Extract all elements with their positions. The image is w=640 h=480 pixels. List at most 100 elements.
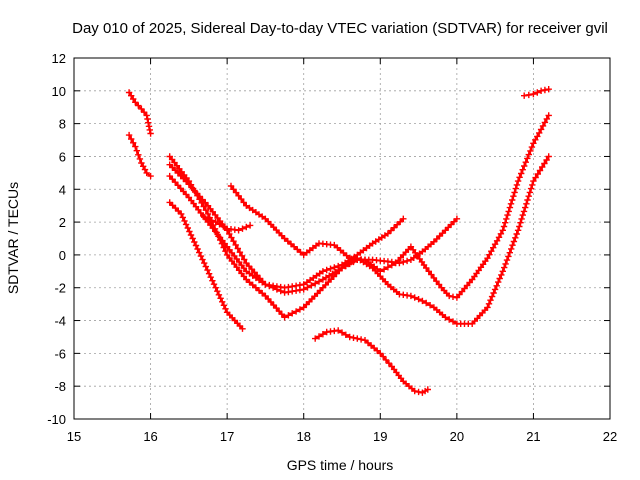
data-point-marker xyxy=(273,286,281,293)
data-point-marker xyxy=(453,215,461,222)
data-point-marker xyxy=(495,234,503,241)
data-point-marker xyxy=(415,296,422,303)
data-point-marker xyxy=(357,336,365,343)
data-point-marker xyxy=(517,219,524,226)
data-point-marker xyxy=(512,185,519,192)
data-point-marker xyxy=(525,151,532,158)
data-point-marker xyxy=(509,242,516,249)
y-tick-label: -10 xyxy=(47,412,66,427)
data-point-marker xyxy=(319,331,327,338)
data-point-marker xyxy=(236,249,244,256)
data-point-marker xyxy=(541,160,548,167)
series-track-f xyxy=(166,199,246,332)
data-point-marker xyxy=(238,252,246,259)
data-point-marker xyxy=(166,199,173,206)
data-point-marker xyxy=(222,248,229,255)
data-point-marker xyxy=(175,207,182,215)
y-tick-label: 8 xyxy=(59,117,66,132)
data-point-marker xyxy=(525,193,532,200)
x-tick-label: 19 xyxy=(373,429,387,444)
data-point-marker xyxy=(497,230,505,237)
data-point-marker xyxy=(377,350,384,357)
data-point-marker xyxy=(240,199,247,206)
data-point-marker xyxy=(502,260,509,268)
data-point-marker xyxy=(506,249,513,256)
data-point-marker xyxy=(382,356,390,364)
data-point-marker xyxy=(524,196,531,204)
data-point-marker xyxy=(184,224,191,232)
data-point-marker xyxy=(435,281,443,288)
data-point-marker xyxy=(204,266,211,274)
data-point-marker xyxy=(335,327,342,334)
data-point-marker xyxy=(530,90,537,98)
data-point-marker xyxy=(545,112,552,119)
data-point-marker xyxy=(312,280,319,287)
y-tick-label: 2 xyxy=(59,215,66,230)
y-tick-labels: -10 -8 -6 -4 -2 0 2 4 6 8 10 12 xyxy=(47,51,66,427)
data-point-marker xyxy=(508,245,515,253)
data-point-marker xyxy=(214,288,221,295)
data-point-marker xyxy=(521,162,528,170)
data-point-marker xyxy=(212,284,219,291)
data-point-marker xyxy=(536,129,543,137)
data-point-marker xyxy=(393,221,401,228)
data-point-marker xyxy=(498,271,505,279)
data-point-marker xyxy=(377,268,384,275)
data-point-marker xyxy=(545,86,552,93)
data-point-marker xyxy=(449,293,457,300)
data-point-marker xyxy=(235,227,242,234)
y-tick-label: 10 xyxy=(52,84,66,99)
data-point-marker xyxy=(239,225,246,232)
data-point-marker xyxy=(128,92,135,99)
data-point-marker xyxy=(490,289,497,297)
data-point-marker xyxy=(201,259,208,267)
data-point-marker xyxy=(338,329,346,336)
data-point-marker xyxy=(227,182,235,190)
data-point-marker xyxy=(147,130,154,137)
data-point-marker xyxy=(232,241,239,249)
data-point-marker xyxy=(524,155,531,162)
data-point-marker xyxy=(493,237,501,244)
data-point-marker xyxy=(387,227,395,234)
data-point-marker xyxy=(428,271,435,278)
data-point-marker xyxy=(202,263,209,270)
data-point-marker xyxy=(143,169,150,177)
data-point-marker xyxy=(446,292,453,300)
data-point-marker xyxy=(491,286,499,293)
data-point-marker xyxy=(415,388,422,396)
data-point-marker xyxy=(384,230,392,237)
data-point-marker xyxy=(346,333,353,341)
data-point-marker xyxy=(510,193,517,200)
plot-frame xyxy=(73,57,611,420)
data-point-marker xyxy=(235,192,242,199)
data-point-marker xyxy=(530,140,537,147)
data-point-marker xyxy=(516,174,523,181)
data-point-marker xyxy=(518,215,525,223)
data-point-marker xyxy=(506,204,514,211)
data-point-marker xyxy=(133,147,140,154)
data-point-marker xyxy=(525,91,532,99)
data-point-marker xyxy=(426,302,434,309)
data-point-marker xyxy=(539,122,547,130)
data-point-marker xyxy=(219,298,226,305)
x-tick-label: 22 xyxy=(603,429,617,444)
data-point-marker xyxy=(541,119,549,126)
data-point-marker xyxy=(192,242,200,249)
data-point-marker xyxy=(145,123,153,130)
data-point-marker xyxy=(201,214,208,221)
data-point-marker xyxy=(138,105,145,113)
data-point-marker xyxy=(424,386,431,393)
data-point-marker xyxy=(135,102,142,109)
y-tick-label: 6 xyxy=(59,149,66,164)
data-point-marker xyxy=(500,223,508,230)
x-tick-label: 21 xyxy=(526,429,540,444)
data-point-marker xyxy=(491,241,499,248)
data-point-marker xyxy=(522,159,529,166)
data-point-marker xyxy=(496,275,503,282)
data-point-marker xyxy=(450,218,458,225)
y-axis-label: SDTVAR / TECUs xyxy=(5,182,21,294)
data-point-marker xyxy=(220,244,227,251)
data-point-marker xyxy=(216,221,223,228)
data-point-marker xyxy=(530,177,537,185)
data-point-marker xyxy=(200,203,207,210)
